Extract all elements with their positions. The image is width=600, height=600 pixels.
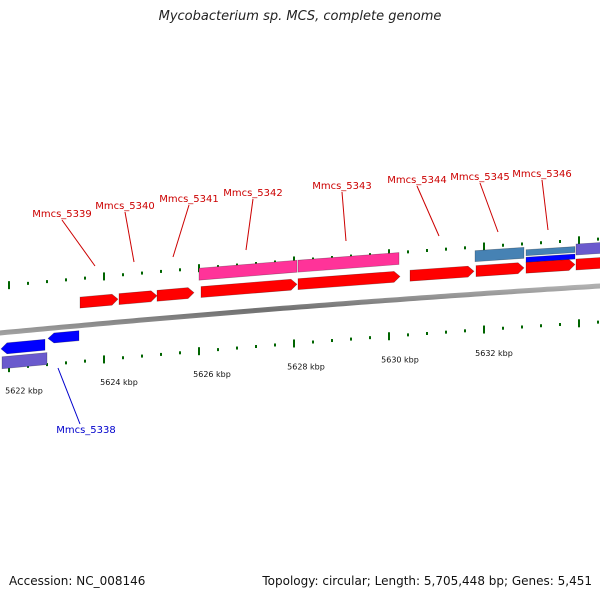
forward-cds-arrow: [575, 257, 600, 271]
scale-labels: 5622 kbp 5624 kbp 5626 kbp 5628 kbp 5630 kbp…: [5, 349, 513, 396]
forward-cds-arrow: [118, 290, 158, 305]
forward-cds-arrow: [156, 287, 195, 302]
label-leaders: [57, 179, 549, 425]
leader-line: [57, 367, 81, 425]
forward-cds-arrow: [297, 271, 401, 290]
cog-bar: [474, 247, 525, 262]
cog-bar: [575, 242, 600, 256]
genome-backbone: [0, 283, 600, 336]
leader-line: [172, 204, 190, 258]
gene-label-mmcs-5345: Mmcs_5345: [450, 172, 510, 183]
leader-line: [245, 198, 254, 251]
leader-line: [61, 219, 96, 267]
genome-summary-text: Topology: circular; Length: 5,705,448 bp…: [262, 574, 592, 588]
forward-cds-arrow: [475, 262, 525, 277]
scale-label: 5626 kbp: [193, 370, 231, 379]
leader-line: [541, 179, 549, 231]
gene-label-mmcs-5342: Mmcs_5342: [223, 188, 283, 199]
gene-features: [0, 242, 600, 370]
gene-label-mmcs-5343: Mmcs_5343: [312, 181, 372, 192]
reverse-cds-arrow: [0, 338, 46, 355]
gene-label-mmcs-5341: Mmcs_5341: [159, 194, 219, 205]
cog-bar: [525, 253, 576, 263]
accession-text: Accession: NC_008146: [9, 574, 146, 588]
gene-label-mmcs-5344: Mmcs_5344: [387, 175, 447, 186]
forward-cds-arrow: [409, 265, 475, 282]
reverse-cds-arrow: [47, 330, 80, 344]
gene-label-mmcs-5346: Mmcs_5346: [512, 169, 572, 180]
forward-cds-arrow: [79, 293, 119, 309]
leader-line: [416, 185, 440, 237]
cog-bar: [525, 246, 576, 257]
scale-label: 5632 kbp: [475, 349, 513, 358]
scale-label: 5622 kbp: [5, 387, 43, 396]
forward-cds-arrow: [200, 278, 298, 298]
gene-label-mmcs-5339: Mmcs_5339: [32, 209, 92, 220]
leader-line: [341, 191, 347, 242]
leader-line: [479, 182, 499, 233]
cog-bar: [198, 259, 298, 281]
cog-bar: [297, 252, 400, 273]
gene-label-mmcs-5338: Mmcs_5338: [56, 425, 116, 436]
cog-bar: [1, 352, 48, 370]
map-title: Mycobacterium sp. MCS, complete genome: [158, 9, 442, 24]
backbone-line: [0, 283, 600, 336]
scale-label: 5624 kbp: [100, 378, 138, 387]
gene-label-mmcs-5340: Mmcs_5340: [95, 201, 155, 212]
leader-line: [124, 211, 135, 263]
scale-label: 5630 kbp: [381, 355, 419, 364]
scale-label: 5628 kbp: [287, 363, 325, 372]
